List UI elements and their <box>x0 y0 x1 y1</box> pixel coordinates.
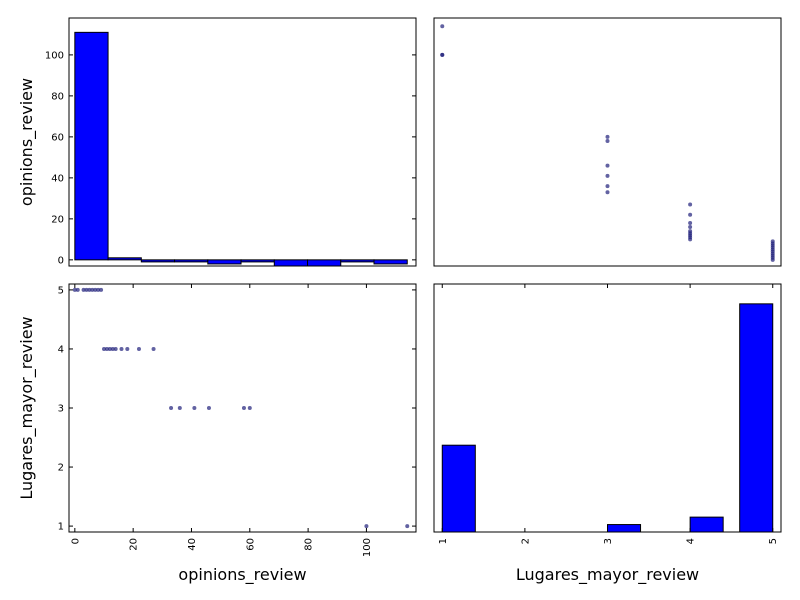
scatter-top-right-point-8 <box>605 190 610 195</box>
scatter-bottom-left-point-14 <box>119 346 124 351</box>
opinions-hist-frame <box>68 17 417 267</box>
scatter-bottom-left-point-11 <box>107 346 112 351</box>
lugares-hist-bar-0 <box>441 444 476 533</box>
scatter-bottom-left-point-15 <box>125 346 130 351</box>
scatter-bottom-left-xtick-label-80: 80 <box>304 538 315 551</box>
lugares-hist-bar-1 <box>607 524 642 533</box>
scatter-bottom-left-point-25 <box>405 524 410 529</box>
opinions-hist-ytick-label-40: 40 <box>51 173 64 184</box>
lugares-hist-frame <box>433 283 782 533</box>
scatter-bottom-left-point-17 <box>151 346 156 351</box>
opinions-hist-bar-3 <box>174 259 209 263</box>
lugares-hist-xtick-label-1: 1 <box>438 538 449 544</box>
scatter-top-right-point-17 <box>688 237 693 242</box>
opinions-hist-bar-6 <box>273 259 309 267</box>
scatter-bottom-left-ytick-label-4: 4 <box>58 344 64 355</box>
scatter-top-right-point-3 <box>605 134 610 139</box>
opinions-hist-ytick-label-60: 60 <box>51 132 64 143</box>
scatter-bottom-left-xtick-label-60: 60 <box>245 538 256 551</box>
scatter-top-right-point-12 <box>688 225 693 230</box>
lugares-hist-xtick-label-5: 5 <box>768 538 779 544</box>
scatter-bottom-left-xtick-label-100: 100 <box>362 538 373 557</box>
scatter-top-right-point-11 <box>688 220 693 225</box>
scatter-bottom-left-ylabel: Lugares_mayor_review <box>17 316 37 499</box>
opinions-hist-ytick-label-100: 100 <box>45 50 64 61</box>
opinions-hist-ytick-label-0: 0 <box>58 255 64 266</box>
opinions-hist-ytick-label-80: 80 <box>51 91 64 102</box>
scatter-bottom-left-ytick-label-5: 5 <box>58 285 64 296</box>
scatter-bottom-left-xticks: 0 20 40 60 80 100 <box>70 284 373 557</box>
scatter-bottom-left-point-19 <box>177 406 182 410</box>
scatter-top-right-point-9 <box>688 202 693 207</box>
scatter-bottom-left-point-9 <box>101 346 106 351</box>
scatter-bottom-left-point-8 <box>99 287 104 292</box>
lugares-hist-bars <box>441 303 774 533</box>
scatter-bottom-left-point-6 <box>93 287 98 292</box>
opinions-hist-bar-8 <box>340 259 375 263</box>
scatter-top-right-point-0 <box>440 24 445 29</box>
opinions-hist-bars <box>74 31 408 267</box>
scatter-bottom-left-point-20 <box>192 406 197 410</box>
opinions-hist-bar-9 <box>373 259 408 265</box>
scatter-bottom-left-point-16 <box>136 346 141 351</box>
scatter-bottom-left-point-5 <box>90 287 95 292</box>
scatter-bottom-left-point-7 <box>96 287 101 292</box>
scatter-bottom-left-points <box>72 287 410 529</box>
scatter-bottom-left-yticks: 1 2 3 4 5 <box>58 285 416 533</box>
opinions-hist-ylabel: opinions_review <box>17 78 37 206</box>
scatter-top-right-point-2 <box>440 52 445 57</box>
opinions-hist-ytick-label-20: 20 <box>51 214 64 225</box>
lugares-hist-bar-2 <box>689 516 724 533</box>
lugares-hist-xtick-label-4: 4 <box>686 538 697 544</box>
opinions-hist-bar-2 <box>140 259 176 263</box>
opinions-hist-bar-7 <box>307 259 342 267</box>
lugares-hist-xtick-label-3: 3 <box>603 538 614 544</box>
scatter-bottom-left-point-24 <box>364 524 369 529</box>
scatter-bottom-left-ytick-label-3: 3 <box>58 404 64 415</box>
scatter-bottom-left-point-18 <box>169 406 174 410</box>
scatter-top-right-point-7 <box>605 184 610 189</box>
opinions-hist-bar-4 <box>207 259 242 265</box>
scatter-bottom-left-point-12 <box>110 346 115 351</box>
scatter-bottom-left-xtick-label-40: 40 <box>187 538 198 551</box>
scatter-top-right-point-4 <box>605 138 610 143</box>
scatter-bottom-left-point-2 <box>81 287 86 292</box>
scatter-bottom-left-point-1 <box>75 287 80 292</box>
scatter-top-right-point-27 <box>770 257 775 262</box>
scatter-top-right-point-6 <box>605 173 610 178</box>
scatter-bottom-left-xtick-label-20: 20 <box>129 538 140 551</box>
scatter-bottom-left-point-10 <box>104 346 109 351</box>
opinions-hist-bar-0 <box>74 31 109 261</box>
opinions-hist-bar-1 <box>107 257 142 261</box>
opinions-hist-bar-5 <box>240 259 275 263</box>
opinions-hist-yticks: 0 20 40 60 80 100 <box>45 50 416 266</box>
scatter-top-right-points <box>440 24 775 262</box>
scatter-bottom-left-xlabel: opinions_review <box>178 565 306 585</box>
scatter-top-right-frame <box>433 17 782 267</box>
scatter-top-right-point-10 <box>688 212 693 217</box>
scatter-top-right-point-5 <box>605 163 610 168</box>
scatter-bottom-left-point-4 <box>87 287 92 292</box>
lugares-hist-bar-3 <box>739 303 774 533</box>
scatter-bottom-left-point-3 <box>84 287 89 292</box>
lugares-hist-xlabel: Lugares_mayor_review <box>516 565 699 585</box>
scatter-bottom-left-ytick-label-1: 1 <box>58 522 64 533</box>
lugares-hist-xtick-label-2: 2 <box>520 538 531 544</box>
lugares-hist-xticks: 1 2 3 4 5 <box>438 284 779 544</box>
scatter-bottom-left-point-13 <box>113 346 118 351</box>
scatter-bottom-left-point-21 <box>206 406 211 410</box>
scatter-bottom-left-point-22 <box>241 406 246 410</box>
scatter-bottom-left-xtick-label-0: 0 <box>70 538 81 544</box>
scatter-bottom-left-ytick-label-2: 2 <box>58 463 64 474</box>
scatter-bottom-left-point-23 <box>247 406 252 410</box>
scatter-bottom-left-point-0 <box>72 287 77 292</box>
